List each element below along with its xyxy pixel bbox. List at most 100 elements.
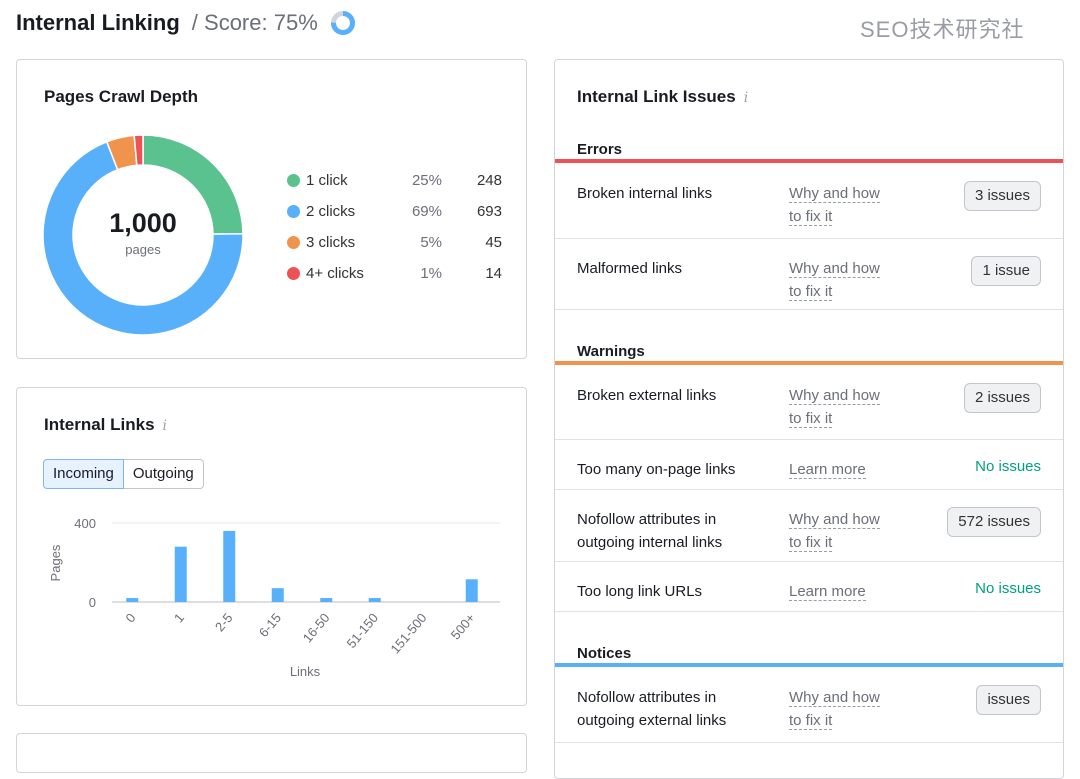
x-tick-label: 0 xyxy=(122,610,138,625)
x-axis-label: Links xyxy=(290,664,321,679)
bar[interactable] xyxy=(223,530,236,602)
tab-outgoing[interactable]: Outgoing xyxy=(123,459,204,489)
issue-name: Nofollow attributes in outgoing internal… xyxy=(577,511,723,551)
help-link-line2[interactable]: to fix it xyxy=(789,410,833,428)
card-title-text: Internal Link Issues xyxy=(577,87,736,106)
issue-name: Too many on-page links xyxy=(577,461,736,478)
title-text: Internal Linking xyxy=(16,10,180,35)
bar[interactable] xyxy=(271,588,284,602)
legend-count: 14 xyxy=(485,265,502,282)
donut-total: 1,000 xyxy=(109,208,177,238)
page-title: Internal Linking / Score: 75% xyxy=(16,10,356,36)
help-link[interactable]: Why and how to fix it xyxy=(789,384,899,430)
donut-slice[interactable] xyxy=(43,140,243,335)
help-link[interactable]: Why and how to fix it xyxy=(789,686,899,732)
bar[interactable] xyxy=(320,598,333,602)
legend-label: 3 clicks xyxy=(306,234,356,251)
legend-percent: 5% xyxy=(420,234,442,251)
help-link-line1[interactable]: Why and how xyxy=(789,387,880,405)
issue-name: Malformed links xyxy=(577,260,683,277)
help-link-line1[interactable]: Learn more xyxy=(789,583,866,601)
card-title: Internal Links i xyxy=(44,415,167,435)
score-text: / Score: 75% xyxy=(191,10,318,35)
help-link-line1[interactable]: Learn more xyxy=(789,461,866,479)
legend-dot-icon xyxy=(287,236,300,249)
legend-percent: 69% xyxy=(411,203,442,220)
section-title: Notices xyxy=(577,645,632,662)
issue-row: Malformed links Why and how to fix it 1 iss… xyxy=(555,239,1063,310)
issue-name: Nofollow attributes in outgoing external… xyxy=(577,689,727,729)
legend-percent: 25% xyxy=(411,172,442,189)
watermark: SEO技术研究社 xyxy=(860,17,1025,42)
legend-count: 45 xyxy=(485,234,502,251)
section-errors: Errors xyxy=(555,131,1063,163)
x-tick-label: 16-50 xyxy=(300,610,333,645)
internal-links-bar-chart: 0 400 0 1 2-5 6-15 16-50 51-150 151-500 500+ Links… xyxy=(48,516,500,679)
card-title-text: Internal Links xyxy=(44,415,155,434)
section-notices: Notices xyxy=(555,612,1063,667)
bar[interactable] xyxy=(368,598,381,602)
issue-name: Too long link URLs xyxy=(577,583,703,600)
issues-badge[interactable]: issues xyxy=(976,685,1041,715)
links-direction-toggle: Incoming Outgoing xyxy=(43,459,204,489)
help-link[interactable]: Why and how to fix it xyxy=(789,257,899,303)
help-link[interactable]: Learn more xyxy=(789,458,899,481)
issues-badge[interactable]: 3 issues xyxy=(963,181,1041,211)
issues-badge[interactable]: 2 issues xyxy=(963,383,1041,413)
help-link[interactable]: Learn more xyxy=(789,580,899,603)
x-tick-label: 500+ xyxy=(448,610,478,642)
issues-badge[interactable]: 1 issue xyxy=(971,256,1041,286)
x-tick-label: 6-15 xyxy=(256,610,284,640)
issue-row: Nofollow attributes in outgoing external… xyxy=(555,668,1063,743)
help-link-line1[interactable]: Why and how xyxy=(789,511,880,529)
section-title: Errors xyxy=(577,141,623,158)
issue-row: Nofollow attributes in outgoing internal… xyxy=(555,490,1063,562)
y-tick-label: 0 xyxy=(89,595,96,610)
tab-incoming[interactable]: Incoming xyxy=(43,459,124,489)
x-tick-label: 2-5 xyxy=(212,610,236,634)
legend-item: 2 clicks 69% 693 xyxy=(287,203,502,220)
legend-count: 248 xyxy=(476,172,502,189)
card-title: Pages Crawl Depth xyxy=(44,87,198,106)
help-link[interactable]: Why and how to fix it xyxy=(789,182,899,228)
issue-row: Broken external links Why and how to fix i… xyxy=(555,366,1063,440)
help-link-line2[interactable]: to fix it xyxy=(789,712,833,730)
donut-total-label: pages xyxy=(125,242,161,257)
issue-row: Broken internal links Why and how to fix i… xyxy=(555,164,1063,239)
help-link-line1[interactable]: Why and how xyxy=(789,689,880,707)
x-tick-label: 1 xyxy=(171,610,187,625)
no-issues-status: No issues xyxy=(975,580,1041,597)
internal-links-card: Internal Links i xyxy=(16,387,527,706)
next-card xyxy=(16,733,527,773)
legend-label: 2 clicks xyxy=(306,203,356,220)
bar[interactable] xyxy=(126,598,139,602)
legend-percent: 1% xyxy=(420,265,442,282)
y-tick-label: 400 xyxy=(74,516,96,531)
help-link[interactable]: Why and how to fix it xyxy=(789,508,899,554)
info-icon[interactable]: i xyxy=(743,90,749,106)
help-link-line2[interactable]: to fix it xyxy=(789,534,833,552)
link-issues-card: Internal Link Issues i Errors Broken inter… xyxy=(554,59,1064,779)
help-link-line1[interactable]: Why and how xyxy=(789,185,880,203)
legend-dot-icon xyxy=(287,205,300,218)
section-warnings: Warnings xyxy=(555,310,1063,365)
card-title: Internal Link Issues i xyxy=(577,87,748,107)
score-ring-icon xyxy=(330,11,355,35)
y-axis-label: Pages xyxy=(48,544,63,581)
help-link-line1[interactable]: Why and how xyxy=(789,260,880,278)
issue-name: Broken internal links xyxy=(577,185,713,202)
issue-row: Too many on-page links Learn more No issue… xyxy=(555,440,1063,490)
bar[interactable] xyxy=(465,579,478,602)
donut-slice[interactable] xyxy=(133,135,144,167)
help-link-line2[interactable]: to fix it xyxy=(789,208,833,226)
legend-count: 693 xyxy=(476,203,502,220)
info-icon[interactable]: i xyxy=(162,418,168,434)
issue-name: Broken external links xyxy=(577,387,717,404)
help-link-line2[interactable]: to fix it xyxy=(789,283,833,301)
crawl-depth-donut xyxy=(43,135,243,335)
bar[interactable] xyxy=(174,546,187,602)
legend-dot-icon xyxy=(287,267,300,280)
section-title: Warnings xyxy=(577,343,645,360)
legend-dot-icon xyxy=(287,174,300,187)
issues-badge[interactable]: 572 issues xyxy=(947,507,1041,537)
